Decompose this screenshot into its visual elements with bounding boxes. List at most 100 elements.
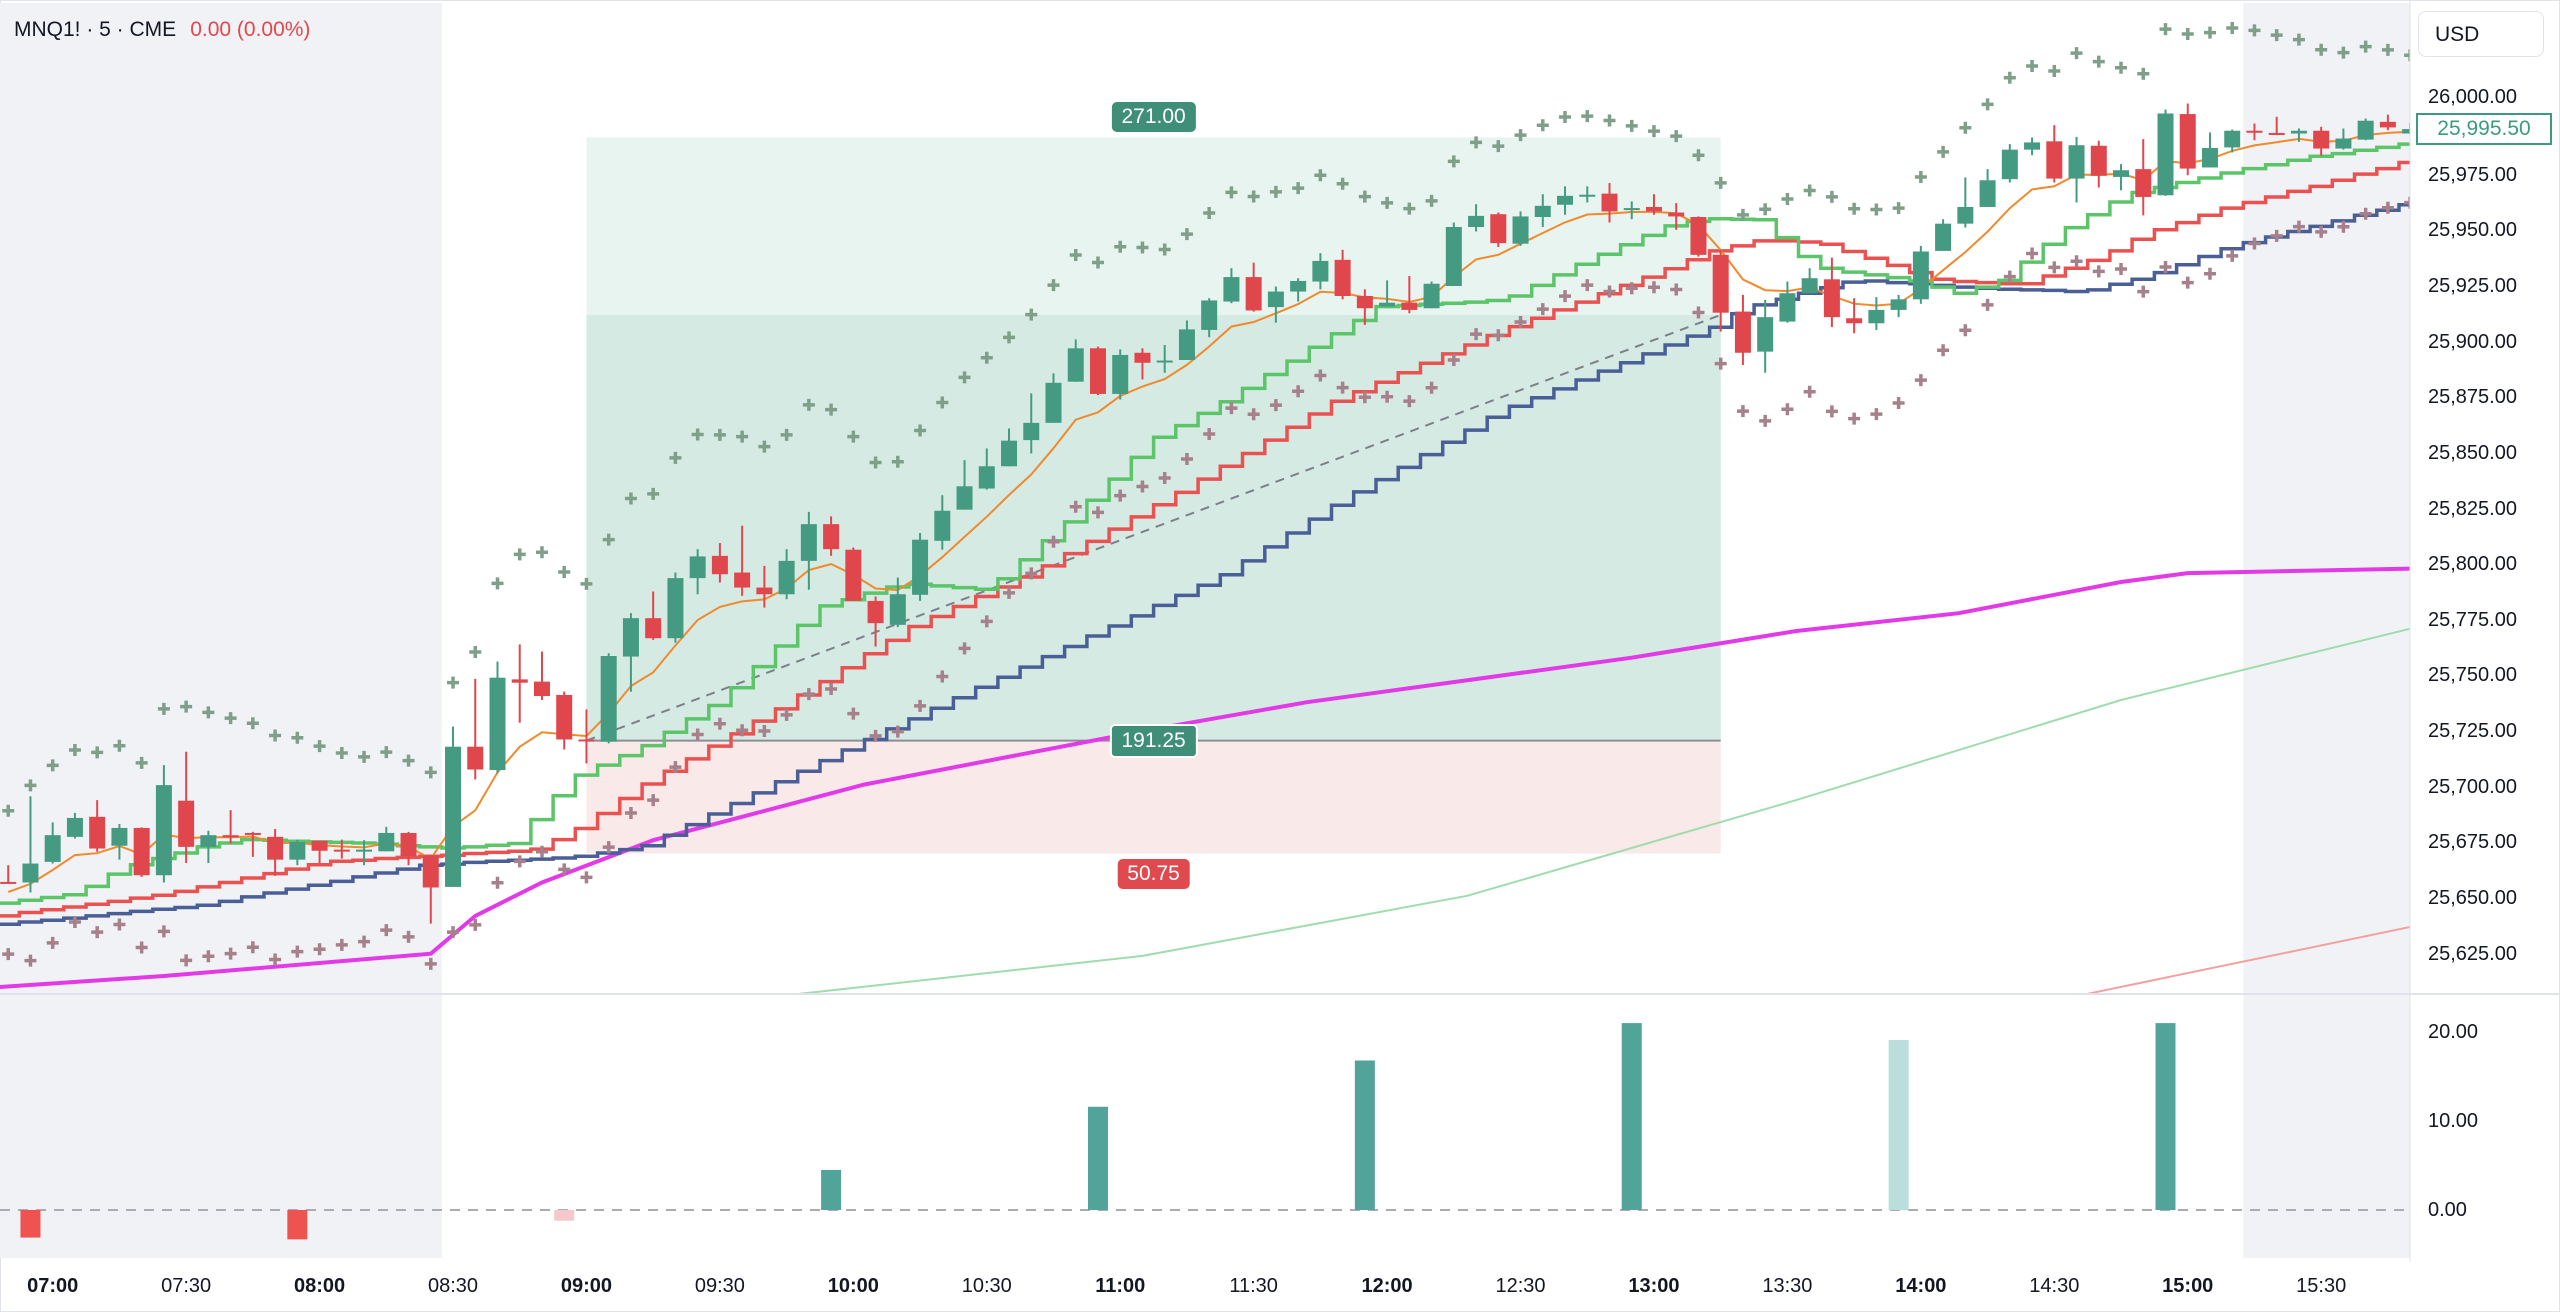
candle — [778, 549, 795, 600]
price-axis-label: 25,750.00 — [2428, 664, 2517, 687]
upper-band-cross — [2, 804, 15, 817]
lower-band-cross — [847, 707, 860, 720]
candle — [2357, 118, 2374, 141]
step-ma-blue-line — [0, 202, 2410, 926]
lower-band-cross — [736, 724, 749, 737]
upper-band-cross — [1848, 202, 1861, 215]
candle-body — [2290, 130, 2307, 134]
candle-body — [2268, 132, 2285, 135]
candle — [511, 644, 528, 723]
lower-band-cross — [2092, 265, 2105, 278]
upper-band-cross — [2181, 28, 2194, 41]
symbol-legend: MNQ1! · 5 · CME 0.00 (0.00%) — [14, 18, 310, 42]
candle-body — [2135, 169, 2152, 197]
upper-band-cross — [24, 779, 37, 792]
lower-band-cross — [1603, 285, 1616, 298]
candle-body — [1290, 280, 1307, 292]
candle-body — [1512, 216, 1529, 244]
candle — [1623, 201, 1640, 220]
candle — [1356, 289, 1373, 325]
candle — [1001, 428, 1018, 467]
time-axis-label: 09:00 — [560, 1275, 613, 1297]
candle-body — [511, 679, 528, 683]
symbol-title[interactable]: MNQ1! · 5 · CME — [14, 18, 177, 41]
step-ma-red-line — [0, 160, 2410, 918]
upper-band-cross — [2070, 47, 2083, 60]
candle — [1823, 257, 1840, 328]
time-axis-label: 15:00 — [2162, 1275, 2214, 1297]
lower-band-cross — [1403, 395, 1416, 408]
lower-band-cross — [2270, 229, 2283, 242]
lower-band-cross — [402, 930, 415, 943]
candle-body — [667, 578, 684, 639]
candle-body — [600, 656, 617, 742]
candle — [1668, 203, 1685, 230]
time-axis-label: 11:00 — [1095, 1275, 1146, 1297]
upper-band-cross — [202, 706, 215, 719]
candle-body — [1534, 205, 1551, 217]
candle — [111, 824, 128, 860]
candle-body — [2024, 142, 2041, 150]
candle — [2402, 122, 2410, 135]
upper-band-cross — [1003, 331, 1016, 344]
lower-band-cross — [1292, 385, 1305, 398]
lower-band-cross — [269, 953, 282, 966]
candle-body — [267, 836, 284, 860]
lower-band-cross — [1736, 405, 1749, 418]
upper-band-cross — [46, 759, 59, 772]
currency-button[interactable]: USD — [2418, 11, 2544, 57]
lower-band-cross — [1025, 567, 1038, 580]
lower-band-cross — [2404, 196, 2410, 209]
upper-band-cross — [1670, 130, 1683, 143]
stop-amount-label[interactable]: 50.75 — [1117, 858, 1190, 889]
candle — [1201, 298, 1218, 338]
lower-band-cross — [1759, 414, 1772, 427]
upper-band-cross — [358, 750, 371, 763]
candle-body — [333, 849, 350, 852]
oscillator-pane[interactable] — [0, 1023, 2410, 1240]
candle — [1067, 339, 1084, 382]
candle — [356, 840, 373, 866]
time-axis-label: 08:00 — [294, 1275, 346, 1297]
lower-band-cross — [1825, 405, 1838, 418]
upper-band-cross — [1447, 155, 1460, 168]
upper-band-cross — [1091, 256, 1104, 269]
lower-band-cross — [335, 938, 348, 951]
lower-band-cross — [157, 925, 170, 938]
price-axis-label: 25,950.00 — [2428, 219, 2517, 242]
open-pnl-label[interactable]: 191.25 — [1109, 723, 1198, 758]
candle — [556, 691, 573, 750]
candle-body — [1979, 180, 1996, 207]
candle — [1757, 299, 1774, 373]
upper-band-cross — [1136, 241, 1149, 254]
lower-band-cross — [2159, 261, 2172, 274]
lower-band-cross — [2003, 270, 2016, 283]
candle — [1579, 186, 1596, 203]
upper-band-cross — [2359, 40, 2372, 53]
lower-band-cross — [68, 916, 81, 929]
time-axis-label: 07:30 — [161, 1275, 212, 1297]
lower-band-cross — [1336, 381, 1349, 394]
upper-band-cross — [1470, 136, 1483, 149]
lower-band-cross — [1358, 391, 1371, 404]
lower-band-cross — [1625, 282, 1638, 295]
lower-band-cross — [535, 845, 548, 858]
time-axis-label: 10:30 — [961, 1275, 1012, 1297]
candle-body — [489, 677, 506, 771]
price-axis-label: 25,625.00 — [2428, 942, 2517, 965]
target-amount-label[interactable]: 271.00 — [1111, 102, 1196, 133]
lower-band-cross — [1425, 381, 1438, 394]
lower-band-cross — [2026, 247, 2039, 260]
candle — [2179, 103, 2196, 176]
candle-body — [2179, 114, 2196, 169]
candle-body — [422, 855, 439, 888]
candle-body — [1690, 216, 1707, 255]
upper-band-cross — [1892, 202, 1905, 215]
price-axis-label: 25,725.00 — [2428, 720, 2517, 743]
upper-band-cross — [2003, 71, 2016, 84]
upper-band-cross — [1336, 177, 1349, 190]
lower-band-cross — [691, 728, 704, 741]
upper-band-cross — [1514, 129, 1527, 142]
